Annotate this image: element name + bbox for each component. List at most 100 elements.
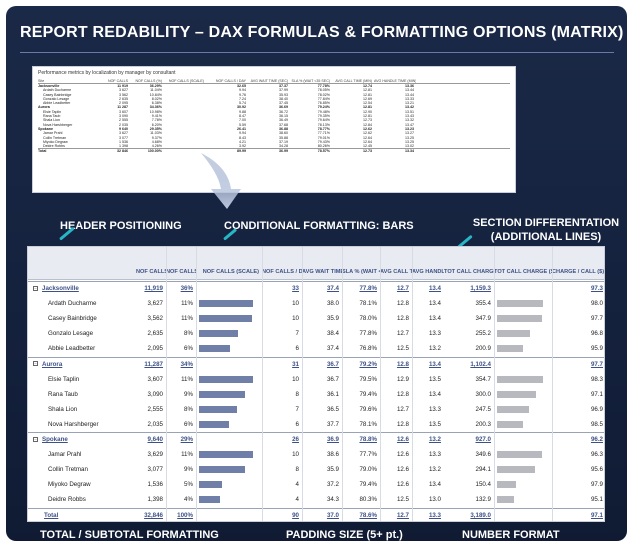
row-label: Elsie Taplin <box>28 376 136 383</box>
column-header[interactable]: AVG CALL TIME (MIN) <box>380 269 412 275</box>
calls-bar <box>199 390 245 398</box>
column-header[interactable]: AVG WAIT TIME (SEC) <box>302 269 342 275</box>
cell-value: 12.8 <box>396 315 409 323</box>
column-header[interactable]: CHARGE / CALL ($) <box>552 269 605 275</box>
preview-row: Abbie Leadbetter 2 095 6.38% 5.74 37.45 76.85… <box>38 101 510 105</box>
row-label: Gonzalo Lesage <box>28 330 136 337</box>
cell-value: 8% <box>184 330 193 338</box>
preview-cell: 13.25 <box>405 135 414 140</box>
preview-cell: 9 640 <box>119 126 128 131</box>
table-cell: 97.1 <box>552 391 604 398</box>
column-header[interactable]: SLA % (WAIT <35 SEC) <box>342 269 380 275</box>
calls-bar <box>199 300 253 308</box>
table-row: Collin Tretman 3,077 9% 8 35.9 79.0% 12.6 13.2 2… <box>28 462 604 477</box>
table-cell: 13.3 <box>412 512 444 519</box>
cell-value: 36.1 <box>326 390 339 398</box>
preview-cell: 7.24 <box>239 96 246 101</box>
section-row: − Jacksonville 11,919 36% 33 37.4 77.8% 12.7 13.… <box>28 281 604 296</box>
table-row: Rana Taub 3,090 9% 8 36.1 79.4% 12.8 13.4 300.0 9… <box>28 387 604 402</box>
collapse-icon[interactable]: − <box>33 361 38 367</box>
table-cell: 7 <box>262 330 302 337</box>
preview-cell: 2 095 <box>119 101 128 106</box>
preview-row: Casey Bainbridge 3 562 10.84% 9.76 35.93 78.0… <box>38 93 510 97</box>
column-header[interactable]: NOF CALLS (SCALE) <box>202 269 259 275</box>
table-cell: 96.8 <box>552 330 604 337</box>
preview-cell: 13.51 <box>405 109 414 114</box>
preview-cell: 12.81 <box>363 114 372 119</box>
column-header[interactable]: TOT CALL CHARGE (SCALE) <box>494 269 552 275</box>
preview-cell: 4.68% <box>151 139 162 144</box>
preview-cell: 5.59 <box>239 122 246 127</box>
table-cell: 79.5% <box>342 376 380 383</box>
preview-cell: 77.84% <box>317 96 330 101</box>
preview-row: Miyoko Degraw 1 536 4.68% 4.21 37.19 79.43% 12… <box>38 140 510 144</box>
label-section-differentiation-line1: SECTION DIFFERENTATION <box>472 217 620 229</box>
table-cell: 12.9 <box>380 376 412 383</box>
calls-bar-cell <box>196 345 262 353</box>
cell-value: 100% <box>177 511 193 519</box>
table-cell: 8% <box>166 406 196 413</box>
cell-value: 13.2 <box>428 466 441 474</box>
table-cell: 13.2 <box>412 345 444 352</box>
column-header[interactable]: AVG HANDLE TIME (MIN) <box>412 269 444 275</box>
cell-value: 35.9 <box>326 466 339 474</box>
cell-value: 38.4 <box>326 330 339 338</box>
preview-row: Elsie Taplin 3 607 10.98% 9.88 36.72 79.48% 12… <box>38 110 510 114</box>
cell-value: 13.2 <box>428 345 441 353</box>
cell-value: 32,846 <box>144 511 163 519</box>
section-row: − Aurora 11,287 34% 31 36.7 79.2% 12.8 13.4 1,102… <box>28 357 604 372</box>
preview-cell: 3 562 <box>119 92 128 97</box>
table-cell: 95.1 <box>552 496 604 503</box>
collapse-icon[interactable]: − <box>33 285 38 291</box>
table-cell: 97.3 <box>552 285 604 292</box>
cell-value: 300.0 <box>475 390 491 398</box>
table-cell: 1,536 <box>136 481 166 488</box>
preview-cell: 100.00% <box>147 149 162 153</box>
calls-bar-cell <box>196 481 262 489</box>
cell-value: 6% <box>184 345 193 353</box>
preview-cell: 12.54 <box>363 101 372 106</box>
cell-value: 13.3 <box>428 405 441 413</box>
calls-bar-cell <box>196 390 262 398</box>
cell-value: 12.5 <box>396 496 409 504</box>
collapse-icon[interactable]: − <box>33 436 38 442</box>
column-divider <box>552 247 553 521</box>
cell-value: 3,562 <box>147 315 163 323</box>
preview-row: Nova Harshberger 2 035 6.20% 5.59 37.68 78.13… <box>38 123 510 127</box>
table-cell: 97.9 <box>552 481 604 488</box>
preview-cell: Total <box>38 149 47 153</box>
cell-value: 8 <box>295 466 299 474</box>
row-label: Jamar Prahl <box>28 451 136 458</box>
table-row: Ardath Ducharme 3,627 11% 10 38.0 78.1% 12.8 13… <box>28 296 604 311</box>
table-cell: 9% <box>166 466 196 473</box>
preview-cell: 12.64 <box>363 135 372 140</box>
cell-value: 97.7 <box>590 315 603 323</box>
preview-cell: Spokane <box>38 126 53 131</box>
preview-cell: 36.99 <box>279 149 288 153</box>
preview-cell: Ardath Ducharme <box>43 88 72 93</box>
label-section-differentiation-line2: (ADDITIONAL LINES) <box>490 231 602 243</box>
cell-value: 3,189.0 <box>470 511 491 519</box>
column-header[interactable]: NOF CALLS (%) <box>166 269 196 275</box>
charge-bar-cell <box>494 451 552 459</box>
table-cell: 6% <box>166 345 196 352</box>
preview-cell: 76.85% <box>317 101 330 106</box>
cell-value: 37.4 <box>326 345 339 353</box>
preview-cell: Shala Lion <box>43 118 60 123</box>
preview-cell: 3 090 <box>119 114 128 119</box>
column-header[interactable]: TOT CALL CHARGE ($00 $) <box>444 269 494 275</box>
table-cell: 37.4 <box>302 285 342 292</box>
charge-bar <box>497 420 523 428</box>
preview-cell: 36.49 <box>279 118 288 123</box>
column-header[interactable]: NOF CALLS / DAY <box>262 269 302 275</box>
table-cell: 78.1% <box>342 300 380 307</box>
table-cell: 12.8 <box>380 361 412 368</box>
column-header[interactable]: NOF CALLS <box>136 269 166 275</box>
preview-table: Performance metrics by localization by m… <box>32 66 516 193</box>
row-label-text: Abbie Leadbetter <box>48 345 96 353</box>
table-cell: 98.3 <box>552 376 604 383</box>
calls-bar <box>199 345 230 353</box>
table-cell: 12.6 <box>380 451 412 458</box>
table-cell: 11% <box>166 315 196 322</box>
preview-cell: 2 555 <box>119 118 128 123</box>
